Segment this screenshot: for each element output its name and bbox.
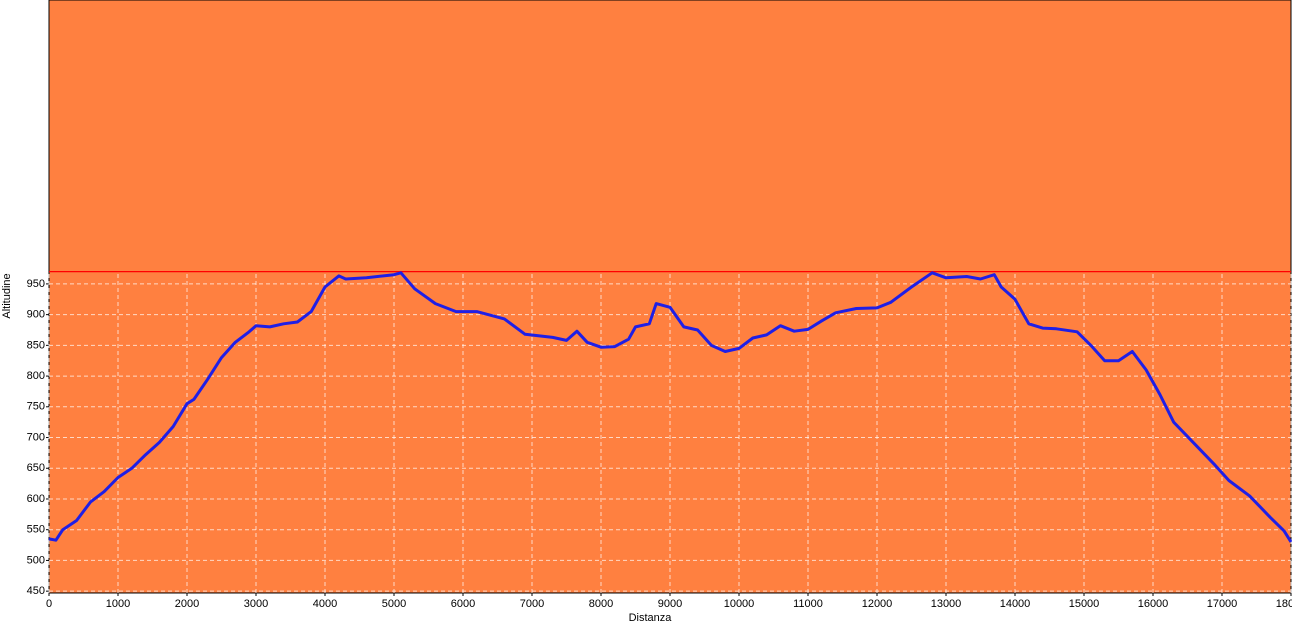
y-tick-label: 950	[27, 278, 45, 290]
x-tick-label: 1000	[106, 598, 130, 610]
elevation-line	[48, 271, 1292, 543]
x-tick-label: 6000	[451, 598, 475, 610]
x-tick-label: 4000	[313, 598, 337, 610]
y-tick-label: 900	[27, 309, 45, 321]
x-tick-label: 11000	[793, 598, 823, 610]
x-tick-label: 10000	[724, 598, 755, 610]
y-tick-label: 600	[27, 493, 45, 505]
y-tick-label: 550	[27, 524, 45, 536]
y-tick-label: 850	[27, 339, 45, 351]
x-tick-label: 18000	[1276, 598, 1292, 610]
y-tick-label: 650	[27, 462, 45, 474]
x-tick-label: 0	[46, 598, 52, 610]
x-tick-label: 14000	[1000, 598, 1031, 610]
x-tick-label: 15000	[1069, 598, 1100, 610]
y-tick-label: 700	[27, 431, 45, 443]
x-tick-label: 12000	[862, 598, 893, 610]
x-tick-label: 8000	[589, 598, 613, 610]
x-axis-label: Distanza	[629, 612, 673, 624]
y-tick-label: 500	[27, 554, 45, 566]
y-axis-label: Altitudine	[1, 273, 13, 318]
x-tick-label: 17000	[1207, 598, 1238, 610]
x-tick-label: 2000	[175, 598, 199, 610]
y-tick-label: 450	[27, 585, 45, 597]
y-tick-label: 800	[27, 370, 45, 382]
x-tick-label: 3000	[244, 598, 268, 610]
x-tick-label: 13000	[931, 598, 962, 610]
y-tick-label: 750	[27, 401, 45, 413]
x-tick-label: 16000	[1138, 598, 1169, 610]
x-tick-label: 5000	[382, 598, 406, 610]
x-tick-label: 7000	[520, 598, 544, 610]
x-tick-label: 9000	[658, 598, 682, 610]
